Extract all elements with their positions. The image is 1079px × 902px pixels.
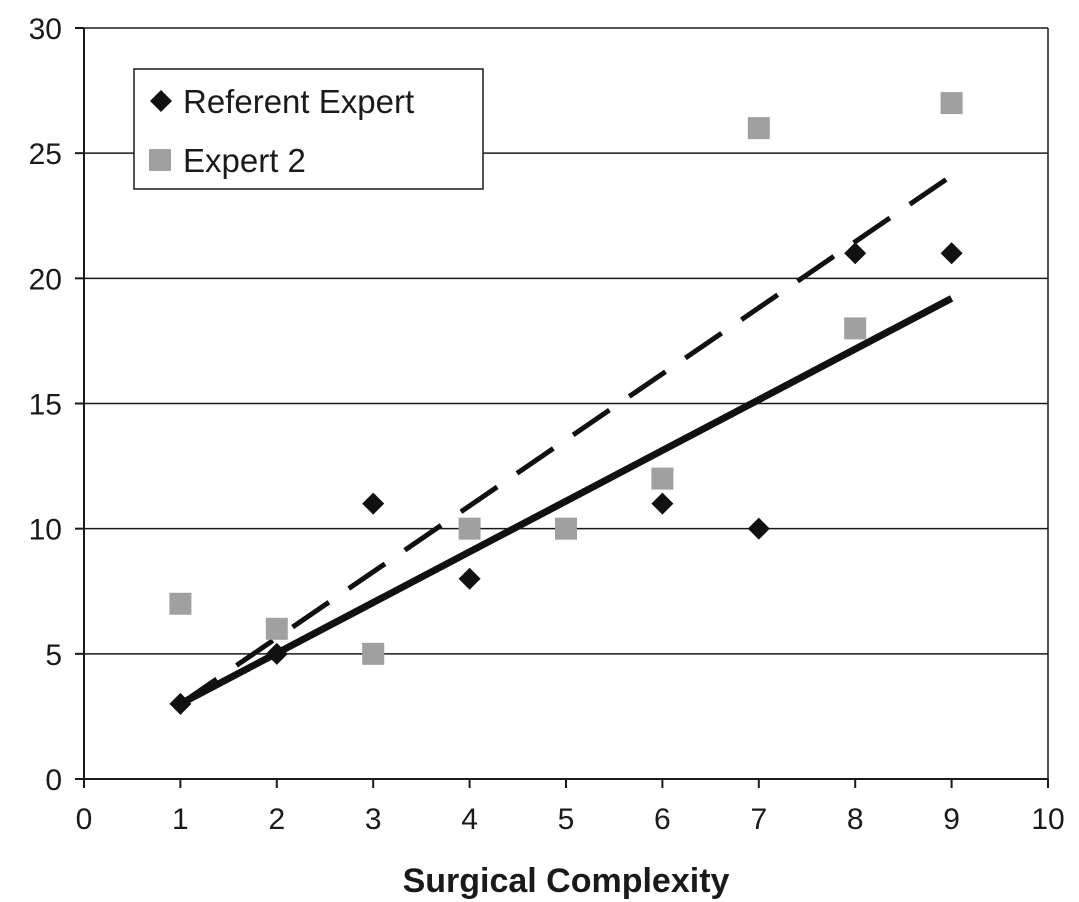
x-tick-label-4: 4: [461, 803, 478, 836]
x-tick-labels: 0 1 2 3 4 5 6 7 8 9 10: [76, 803, 1065, 836]
x-tick-label-1: 1: [172, 803, 189, 836]
point-referent-expert-6-11: [651, 492, 674, 515]
x-tick-label-9: 9: [943, 803, 960, 836]
point-expert-2-3-5: [362, 642, 385, 665]
point-referent-expert-7-10: [747, 517, 770, 540]
legend-label-expert-2: Expert 2: [183, 142, 306, 179]
y-tick-label-10: 10: [29, 514, 62, 547]
x-tick-label-2: 2: [268, 803, 285, 836]
trendlines: [178, 173, 954, 707]
point-expert-2-8-18: [844, 317, 867, 340]
trendline-referent-expert: [178, 295, 954, 707]
point-referent-expert-9-21: [940, 242, 963, 265]
y-tick-label-30: 30: [29, 13, 62, 46]
y-tick-label-5: 5: [45, 639, 62, 672]
legend-marker-referent-expert: [150, 90, 172, 112]
x-tick-label-10: 10: [1031, 803, 1064, 836]
point-referent-expert-2-5: [265, 642, 288, 665]
legend: Referent Expert Expert 2: [133, 68, 484, 190]
point-expert-2-4-10: [458, 517, 481, 540]
legend-label-referent-expert: Referent Expert: [183, 83, 414, 120]
trendline-expert-2: [178, 173, 954, 706]
x-tick-label-0: 0: [76, 803, 93, 836]
legend-box: [133, 68, 484, 190]
y-tick-label-0: 0: [45, 764, 62, 797]
point-referent-expert-4-8: [458, 567, 481, 590]
point-expert-2-6-12: [651, 467, 674, 490]
legend-marker-expert-2: [149, 149, 171, 171]
point-expert-2-2-6: [265, 617, 288, 640]
y-tick-label-25: 25: [29, 138, 62, 171]
point-expert-2-7-26: [747, 117, 770, 140]
y-tick-labels: 0 5 10 15 20 25 30: [29, 13, 62, 797]
x-tick-label-3: 3: [365, 803, 382, 836]
point-referent-expert-8-21: [844, 242, 867, 265]
point-referent-expert-3-11: [362, 492, 385, 515]
data-points: [169, 92, 963, 715]
point-referent-expert-1-3: [169, 692, 192, 715]
x-tick-label-6: 6: [654, 803, 671, 836]
x-tick-label-5: 5: [558, 803, 575, 836]
x-tick-label-7: 7: [750, 803, 767, 836]
x-tick-label-8: 8: [847, 803, 864, 836]
y-tick-label-15: 15: [29, 389, 62, 422]
axes: [75, 27, 1049, 788]
point-expert-2-5-10: [555, 517, 577, 540]
point-expert-2-9-27: [940, 92, 963, 115]
x-axis-title: Surgical Complexity: [403, 862, 730, 900]
y-tick-label-20: 20: [29, 263, 62, 296]
point-expert-2-1-7: [169, 592, 192, 615]
